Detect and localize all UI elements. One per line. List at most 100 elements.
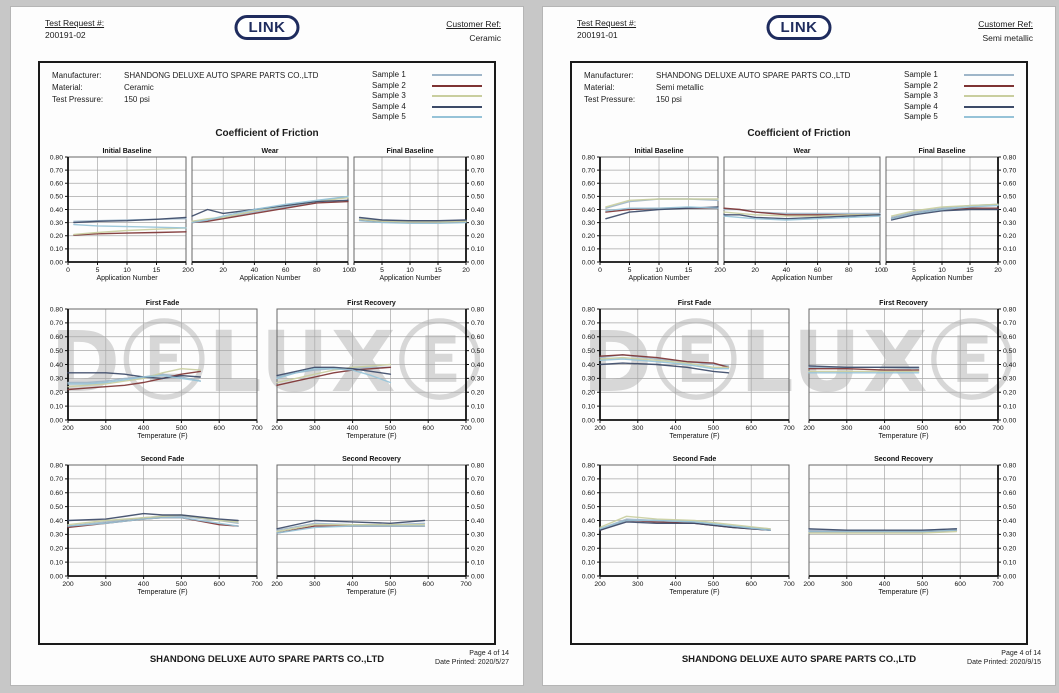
svg-text:Wear: Wear xyxy=(262,148,279,155)
svg-text:5: 5 xyxy=(380,267,384,274)
svg-text:0.30: 0.30 xyxy=(1003,531,1016,538)
svg-text:400: 400 xyxy=(879,425,891,432)
chart-wear: Wear 0 20 40 60 80 100 Application Number xyxy=(189,146,354,282)
svg-text:0.20: 0.20 xyxy=(582,545,595,552)
svg-text:0.30: 0.30 xyxy=(50,375,63,382)
svg-text:0.40: 0.40 xyxy=(50,362,63,369)
svg-text:0.10: 0.10 xyxy=(50,246,63,253)
svg-text:0.80: 0.80 xyxy=(582,154,595,161)
svg-text:20: 20 xyxy=(219,267,227,274)
svg-text:Final Baseline: Final Baseline xyxy=(386,148,433,155)
sample-line-swatch xyxy=(964,95,1014,98)
test-request-label: Test Request #: xyxy=(45,18,105,28)
svg-text:400: 400 xyxy=(347,425,359,432)
svg-text:Temperature (F): Temperature (F) xyxy=(878,433,928,440)
chart-first-recovery: First Recovery 0.00 0.10 0.20 0.30 0.40 0.50 0.… xyxy=(271,298,492,440)
svg-text:0.50: 0.50 xyxy=(471,348,484,355)
svg-text:700: 700 xyxy=(992,581,1004,588)
material-label: Material: xyxy=(584,83,615,92)
svg-text:Temperature (F): Temperature (F) xyxy=(346,433,396,440)
svg-text:80: 80 xyxy=(845,267,853,274)
svg-text:0.70: 0.70 xyxy=(471,476,484,483)
svg-text:60: 60 xyxy=(282,267,290,274)
svg-text:Application Number: Application Number xyxy=(96,275,158,282)
svg-text:Application Number: Application Number xyxy=(379,275,441,282)
svg-text:0.60: 0.60 xyxy=(471,180,484,187)
svg-text:Temperature (F): Temperature (F) xyxy=(669,589,719,596)
svg-text:200: 200 xyxy=(594,425,606,432)
chart-second-recovery: Second Recovery 0.00 0.10 0.20 0.30 0.40 0.50 0… xyxy=(271,454,492,596)
manufacturer-value: SHANDONG DELUXE AUTO SPARE PARTS CO.,LTD xyxy=(656,71,851,80)
svg-text:400: 400 xyxy=(879,581,891,588)
svg-text:0.60: 0.60 xyxy=(1003,490,1016,497)
svg-text:500: 500 xyxy=(176,581,188,588)
chart-row-second: Second Fade 0.00 0.10 0.20 0.30 0.40 0.50 0.60 0… xyxy=(572,454,1026,596)
info-table: Manufacturer: SHANDONG DELUXE AUTO SPARE … xyxy=(584,70,850,123)
svg-text:0: 0 xyxy=(190,267,194,274)
svg-text:0.70: 0.70 xyxy=(471,167,484,174)
svg-text:0.00: 0.00 xyxy=(1003,259,1016,266)
svg-text:0.60: 0.60 xyxy=(582,490,595,497)
svg-text:10: 10 xyxy=(655,267,663,274)
sample-label: Sample 3 xyxy=(904,91,938,101)
svg-text:300: 300 xyxy=(100,425,112,432)
svg-text:0.30: 0.30 xyxy=(582,220,595,227)
svg-text:Initial Baseline: Initial Baseline xyxy=(634,148,683,155)
svg-text:0.80: 0.80 xyxy=(471,306,484,313)
svg-text:0.40: 0.40 xyxy=(1003,362,1016,369)
svg-text:0: 0 xyxy=(352,267,356,274)
svg-text:0.10: 0.10 xyxy=(582,559,595,566)
sample-label: Sample 1 xyxy=(904,70,938,79)
svg-text:0.30: 0.30 xyxy=(582,375,595,382)
svg-text:20: 20 xyxy=(994,267,1002,274)
sample-line-swatch xyxy=(964,116,1014,119)
svg-text:0.30: 0.30 xyxy=(471,531,484,538)
svg-text:200: 200 xyxy=(594,581,606,588)
svg-text:0.40: 0.40 xyxy=(582,362,595,369)
legend-row: Sample 3 xyxy=(372,91,482,102)
legend-row: Sample 1 xyxy=(372,70,482,81)
svg-text:0.50: 0.50 xyxy=(582,348,595,355)
svg-text:0.80: 0.80 xyxy=(1003,306,1016,313)
customer-ref-value: Ceramic xyxy=(469,33,501,44)
svg-text:500: 500 xyxy=(917,581,929,588)
svg-text:0.30: 0.30 xyxy=(471,220,484,227)
svg-text:15: 15 xyxy=(153,267,161,274)
manufacturer-label: Manufacturer: xyxy=(584,71,634,80)
chart-initial-baseline: Initial Baseline 0.00 0.10 0.20 0.30 0.40 0.50… xyxy=(42,146,190,282)
svg-text:20: 20 xyxy=(462,267,470,274)
svg-text:Final Baseline: Final Baseline xyxy=(918,148,965,155)
sample-line-swatch xyxy=(432,74,482,77)
chart-row-baseline: Initial Baseline 0.00 0.10 0.20 0.30 0.40 0.50… xyxy=(40,146,494,282)
manufacturer-label: Manufacturer: xyxy=(52,71,102,80)
svg-text:0.20: 0.20 xyxy=(582,233,595,240)
svg-text:0.50: 0.50 xyxy=(50,348,63,355)
svg-text:First Fade: First Fade xyxy=(146,300,180,307)
svg-text:0.80: 0.80 xyxy=(582,462,595,469)
sample-label: Sample 2 xyxy=(904,80,938,90)
sample-line-swatch xyxy=(432,116,482,119)
svg-text:0.10: 0.10 xyxy=(1003,246,1016,253)
date-printed: Date Printed: 2020/5/27 xyxy=(435,659,509,667)
chart-row-first: First Fade 0.00 0.10 0.20 0.30 0.40 0.50 0.60 0.… xyxy=(572,298,1026,440)
svg-text:0.50: 0.50 xyxy=(471,504,484,511)
page-header: Test Request #: 200191-01 LINK Customer … xyxy=(543,7,1055,59)
svg-text:0: 0 xyxy=(66,267,70,274)
svg-text:0.00: 0.00 xyxy=(471,573,484,580)
svg-text:0.00: 0.00 xyxy=(50,417,63,424)
svg-text:0.50: 0.50 xyxy=(1003,348,1016,355)
svg-text:300: 300 xyxy=(632,425,644,432)
chart-first-recovery: First Recovery 0.00 0.10 0.20 0.30 0.40 0.50 0.… xyxy=(803,298,1024,440)
svg-text:0.60: 0.60 xyxy=(1003,334,1016,341)
legend-row: Sample 5 xyxy=(372,112,482,123)
customer-ref-label: Customer Ref: xyxy=(978,19,1033,29)
page-header: Test Request #: 200191-02 LINK Customer … xyxy=(11,7,523,59)
svg-text:200: 200 xyxy=(803,425,815,432)
chart-second-recovery: Second Recovery 0.00 0.10 0.20 0.30 0.40 0.50 0… xyxy=(803,454,1024,596)
svg-text:0.50: 0.50 xyxy=(1003,504,1016,511)
svg-text:15: 15 xyxy=(685,267,693,274)
svg-text:0.00: 0.00 xyxy=(471,259,484,266)
svg-text:0.20: 0.20 xyxy=(1003,545,1016,552)
page-footer: SHANDONG DELUXE AUTO SPARE PARTS CO.,LTD… xyxy=(11,650,523,667)
svg-text:500: 500 xyxy=(385,425,397,432)
